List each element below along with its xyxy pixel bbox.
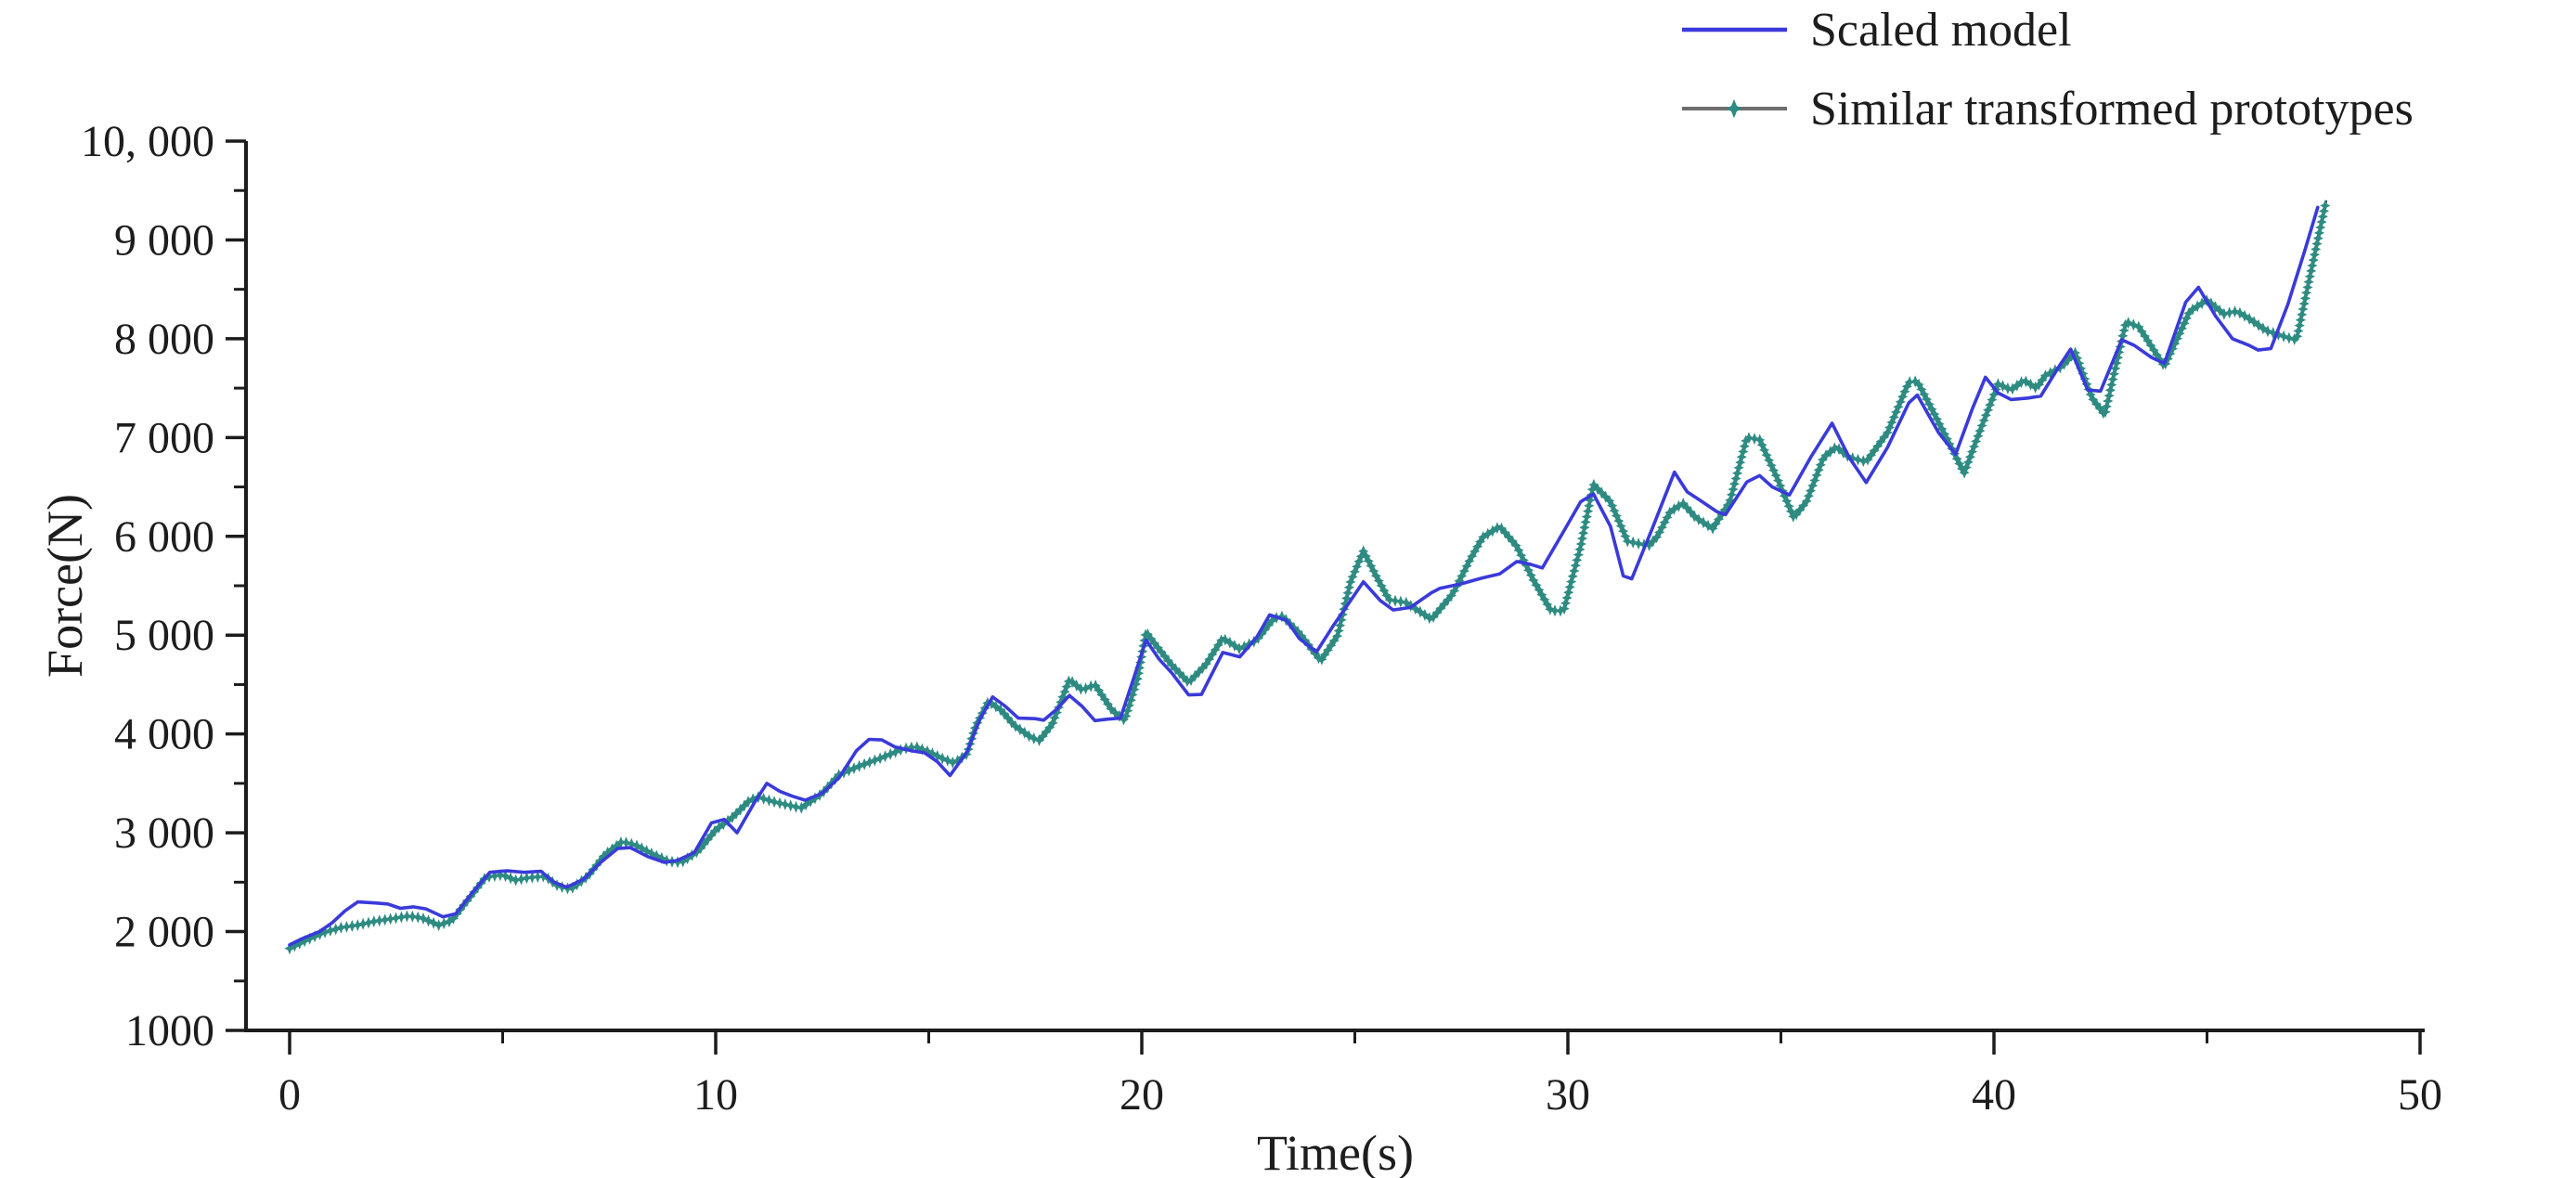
- x-axis-title: Time(s): [1257, 1125, 1414, 1178]
- y-tick-label: 4 000: [114, 710, 214, 759]
- x-tick-label: 10: [693, 1070, 738, 1120]
- legend-label-prototypes: Similar transformed prototypes: [1810, 83, 2414, 136]
- legend-label-scaled-model: Scaled model: [1810, 4, 2072, 57]
- y-tick-label: 8 000: [114, 315, 214, 364]
- series-prototypes-connector-line: [289, 200, 2328, 950]
- x-tick-label: 30: [1546, 1070, 1590, 1120]
- y-axis-title: Force(N): [37, 494, 93, 678]
- y-tick-label: 5 000: [114, 611, 214, 660]
- y-tick-label: 2 000: [114, 908, 214, 957]
- x-tick-label: 50: [2398, 1070, 2442, 1120]
- y-tick-label: 3 000: [114, 809, 214, 858]
- series-prototypes-markers: [284, 200, 2331, 955]
- y-tick-label: 6 000: [114, 512, 214, 562]
- legend-marker-star-icon: [1726, 98, 1742, 119]
- series-scaled-model-line: [288, 205, 2320, 947]
- x-tick-label: 0: [278, 1070, 301, 1120]
- x-tick-label: 20: [1120, 1070, 1164, 1120]
- x-tick-label: 40: [1972, 1070, 2016, 1120]
- y-tick-label: 9 000: [114, 215, 214, 265]
- y-tick-label: 7 000: [114, 413, 214, 462]
- y-tick-label: 1000: [125, 1006, 214, 1055]
- y-tick-label: 10, 000: [81, 117, 214, 166]
